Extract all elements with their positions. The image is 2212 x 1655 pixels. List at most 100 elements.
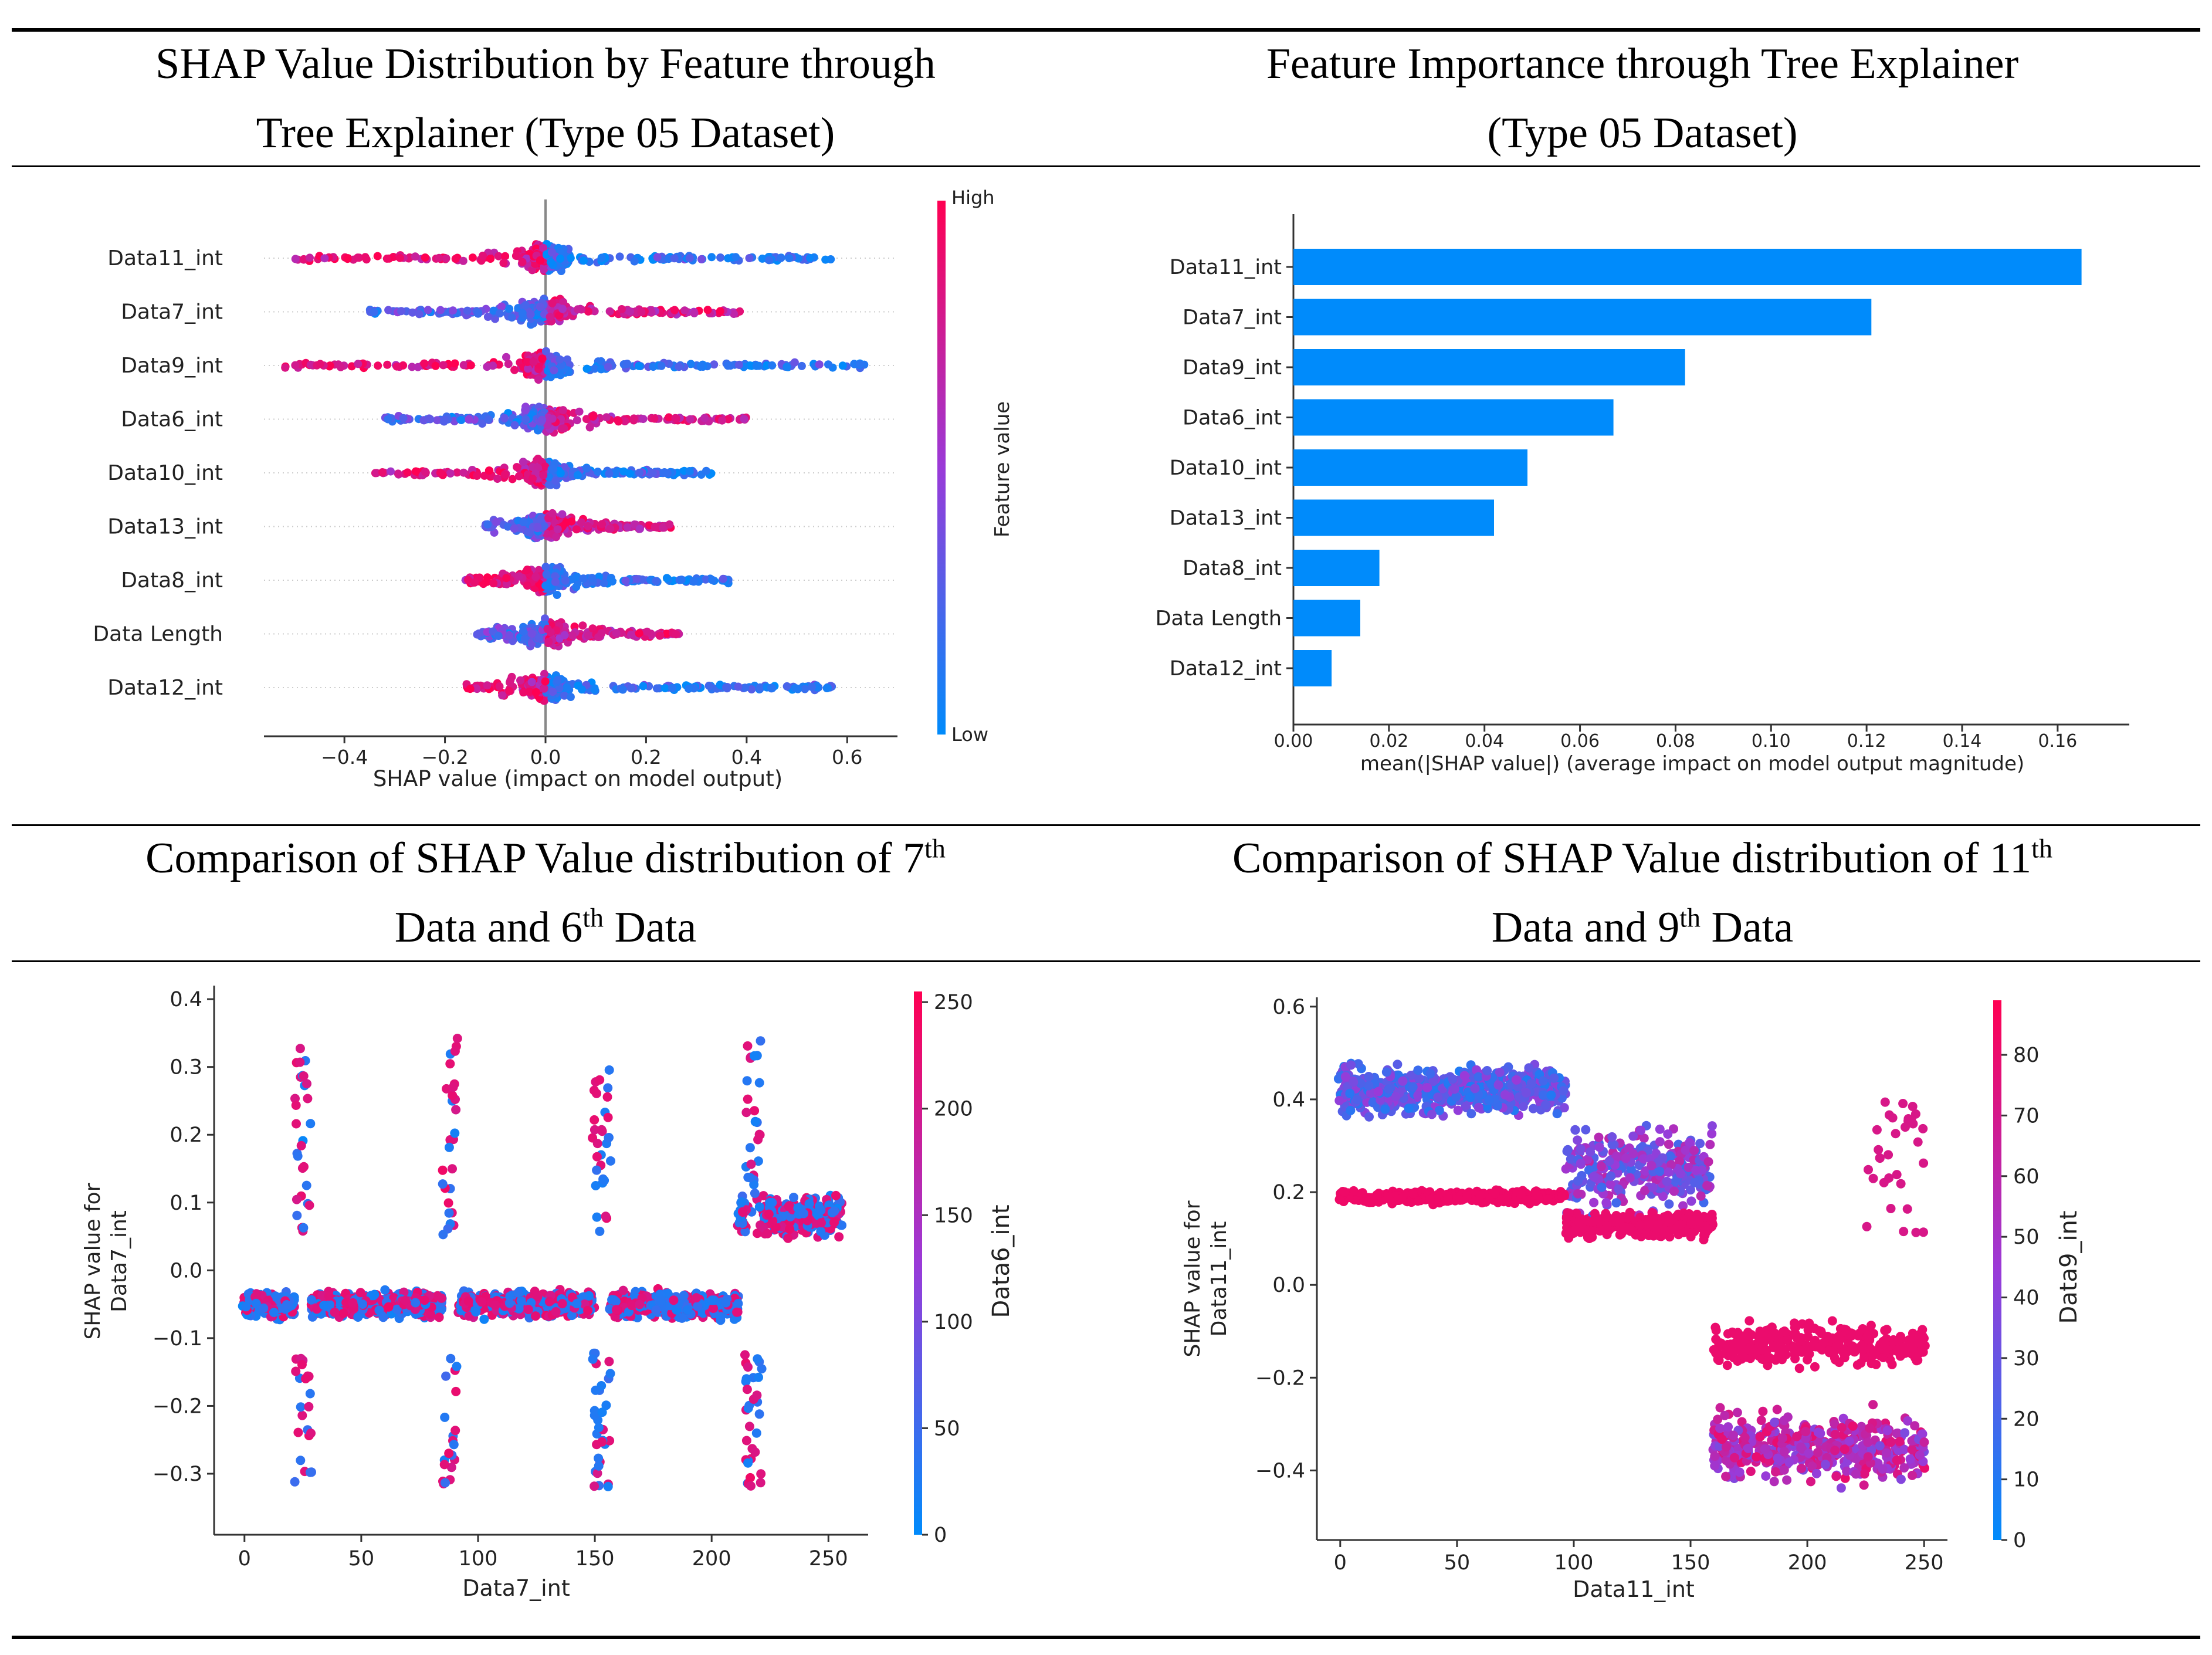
- beeswarm-point: [584, 307, 592, 316]
- beeswarm-point: [824, 360, 832, 369]
- beeswarm-point: [604, 363, 612, 371]
- beeswarm-point: [670, 254, 679, 263]
- dep7-point: [303, 1094, 313, 1104]
- beeswarm-point: [659, 523, 668, 532]
- dep7-point: [445, 1135, 455, 1145]
- bar-category-label: Data7_int: [1183, 306, 1282, 330]
- dep7-point: [750, 1051, 759, 1061]
- beeswarm-point: [534, 375, 543, 384]
- beeswarm-point: [524, 364, 533, 373]
- beeswarm-point: [316, 360, 324, 368]
- bar-x-tick-label: 0.04: [1465, 731, 1504, 752]
- dep7-point: [306, 1429, 316, 1438]
- dep7-point: [452, 1362, 462, 1372]
- header-rule-2: [12, 960, 2200, 962]
- beeswarm-point: [463, 576, 472, 584]
- beeswarm-point: [489, 306, 498, 315]
- beeswarm-feature-label: Data9_int: [121, 354, 223, 378]
- beeswarm-point: [459, 256, 468, 265]
- beeswarm-point: [510, 365, 519, 374]
- beeswarm-point: [629, 414, 638, 423]
- beeswarm-point: [623, 523, 632, 532]
- beeswarm-point: [643, 627, 652, 636]
- beeswarm-point: [630, 257, 639, 266]
- beeswarm-point: [501, 252, 510, 260]
- row-divider-rule: [12, 824, 2200, 826]
- beeswarm-point: [524, 528, 533, 537]
- dep7-point: [305, 1389, 315, 1399]
- bar-x-label: mean(|SHAP value|) (average impact on mo…: [1360, 752, 2024, 776]
- beeswarm-point: [559, 298, 568, 307]
- title-dependence-11: Comparison of SHAP Value distribution of…: [1232, 833, 2052, 952]
- beeswarm-point: [675, 363, 683, 371]
- beeswarm-point: [411, 252, 419, 261]
- beeswarm-point: [558, 510, 567, 519]
- dep7-point: [438, 1230, 448, 1240]
- beeswarm-point: [433, 416, 442, 425]
- beeswarm-feature-label: Data8_int: [121, 568, 223, 593]
- beeswarm-point: [734, 360, 743, 369]
- beeswarm-point: [548, 414, 557, 423]
- beeswarm-point: [765, 256, 774, 265]
- beeswarm-x-tick-label: 0.6: [832, 746, 862, 769]
- beeswarm-point: [548, 509, 557, 517]
- beeswarm-point: [724, 254, 733, 263]
- beeswarm-point: [705, 682, 714, 691]
- beeswarm-point: [815, 360, 824, 369]
- beeswarm-feature-label: Data7_int: [121, 300, 223, 324]
- beeswarm-point: [421, 468, 429, 476]
- importance-bar: [1293, 449, 1527, 486]
- dep7-point: [444, 1208, 454, 1218]
- dep7-point: [451, 1386, 461, 1396]
- beeswarm-point: [489, 579, 498, 588]
- bar-x-tick-label: 0.12: [1847, 731, 1886, 752]
- dep7-point: [297, 1410, 307, 1420]
- beeswarm-feature-label: Data11_int: [107, 246, 223, 270]
- dep7-point: [450, 1426, 460, 1436]
- beeswarm-point: [465, 415, 473, 424]
- beeswarm-point: [281, 363, 290, 372]
- beeswarm-point: [590, 364, 599, 373]
- dep7-point: [302, 1180, 311, 1190]
- dep7-point: [753, 1354, 763, 1364]
- beeswarm-point: [672, 630, 680, 639]
- beeswarm-point: [639, 415, 648, 424]
- beeswarm-point: [560, 631, 569, 639]
- beeswarm-point: [449, 306, 458, 315]
- beeswarm-point: [535, 633, 544, 642]
- beeswarm-point: [468, 253, 477, 262]
- beeswarm-point: [516, 676, 524, 685]
- dep7-point: [750, 1106, 760, 1116]
- beeswarm-point: [700, 414, 709, 422]
- beeswarm-point: [528, 474, 537, 483]
- beeswarm-point: [597, 629, 606, 638]
- beeswarm-point: [539, 471, 548, 479]
- beeswarm-point: [556, 469, 565, 478]
- dep7-point: [602, 1092, 612, 1102]
- beeswarm-point: [504, 360, 513, 368]
- colorbar-high-label: High: [951, 187, 995, 209]
- beeswarm-point: [548, 465, 557, 473]
- beeswarm-point: [745, 254, 754, 262]
- beeswarm-x-tick-label: 0.0: [530, 746, 561, 769]
- beeswarm-point: [665, 520, 674, 529]
- beeswarm-point: [499, 259, 508, 268]
- bar-x-tick-label: 0.00: [1274, 731, 1313, 752]
- beeswarm-point: [716, 681, 724, 689]
- dep7-point: [594, 1423, 604, 1433]
- beeswarm-point: [546, 313, 554, 321]
- beeswarm-point: [577, 685, 586, 694]
- bar-x-tick-label: 0.08: [1656, 731, 1695, 752]
- beeswarm-point: [408, 308, 417, 317]
- beeswarm-point: [543, 624, 552, 633]
- beeswarm-point: [657, 361, 666, 370]
- beeswarm-point: [544, 638, 553, 646]
- beeswarm-feature-label: Data10_int: [107, 461, 223, 485]
- beeswarm-point: [370, 307, 378, 316]
- beeswarm-point: [572, 525, 581, 534]
- dep7-point: [745, 1173, 755, 1183]
- beeswarm-point: [558, 304, 567, 313]
- beeswarm-point: [531, 573, 540, 581]
- beeswarm-point: [392, 362, 401, 371]
- beeswarm-point: [756, 683, 764, 692]
